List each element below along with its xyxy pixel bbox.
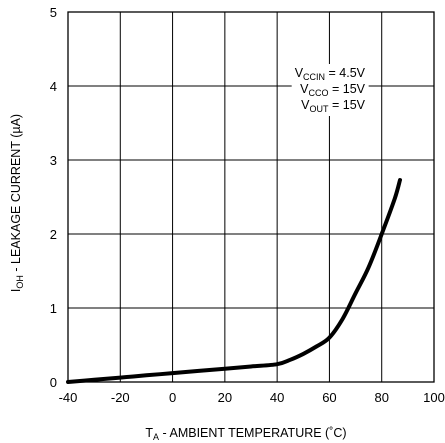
y-tick-label: 0 xyxy=(50,375,57,390)
x-tick-label: -40 xyxy=(59,390,78,405)
condition-line: VCCO = 15V xyxy=(300,82,365,98)
plot-frame xyxy=(67,11,435,383)
condition-line: VCCIN = 4.5V xyxy=(295,66,366,82)
condition-symbol: V xyxy=(300,82,309,96)
y-tick-label: 3 xyxy=(50,153,57,168)
x-tick-label: 80 xyxy=(374,390,388,405)
condition-subscript: CCIN xyxy=(303,72,325,82)
x-tick-label: 100 xyxy=(423,390,445,405)
x-axis-title-sub: A xyxy=(153,432,159,442)
x-tick-label: 0 xyxy=(169,390,176,405)
condition-subscript: OUT xyxy=(310,104,330,114)
condition-symbol: V xyxy=(301,98,310,112)
y-axis-title-sub: OH xyxy=(15,275,25,289)
condition-subscript: CCO xyxy=(309,88,329,98)
x-tick-labels: -40 -20 0 20 40 60 80 100 xyxy=(59,390,445,405)
condition-value: = 15V xyxy=(329,98,366,112)
x-axis-title: TA - AMBIENT TEMPERATURE (˚C) xyxy=(145,426,346,442)
condition-symbol: V xyxy=(295,66,304,80)
x-tick-label: -20 xyxy=(111,390,130,405)
y-tick-labels: 0 1 2 3 4 5 xyxy=(50,5,57,390)
x-tick-label: 40 xyxy=(270,390,284,405)
y-tick-label: 5 xyxy=(50,5,57,20)
condition-line: VOUT = 15V xyxy=(301,98,365,114)
y-axis-title-rest: - LEAKAGE CURRENT (µA) xyxy=(9,114,23,275)
x-tick-label: 60 xyxy=(322,390,336,405)
y-tick-label: 2 xyxy=(50,227,57,242)
leakage-curve xyxy=(66,178,402,384)
conditions-box xyxy=(291,64,369,116)
grid-lines xyxy=(68,12,434,382)
y-axis-title-main: I xyxy=(9,289,23,292)
x-axis-title-rest: - AMBIENT TEMPERATURE (˚C) xyxy=(159,426,347,440)
y-axis-title: IOH - LEAKAGE CURRENT (µA) xyxy=(9,114,25,292)
condition-value: = 15V xyxy=(329,82,366,96)
x-tick-label: 20 xyxy=(218,390,232,405)
x-axis-title-main: T xyxy=(145,426,153,440)
y-tick-label: 4 xyxy=(50,79,57,94)
condition-value: = 4.5V xyxy=(325,66,366,80)
y-tick-label: 1 xyxy=(50,301,57,316)
